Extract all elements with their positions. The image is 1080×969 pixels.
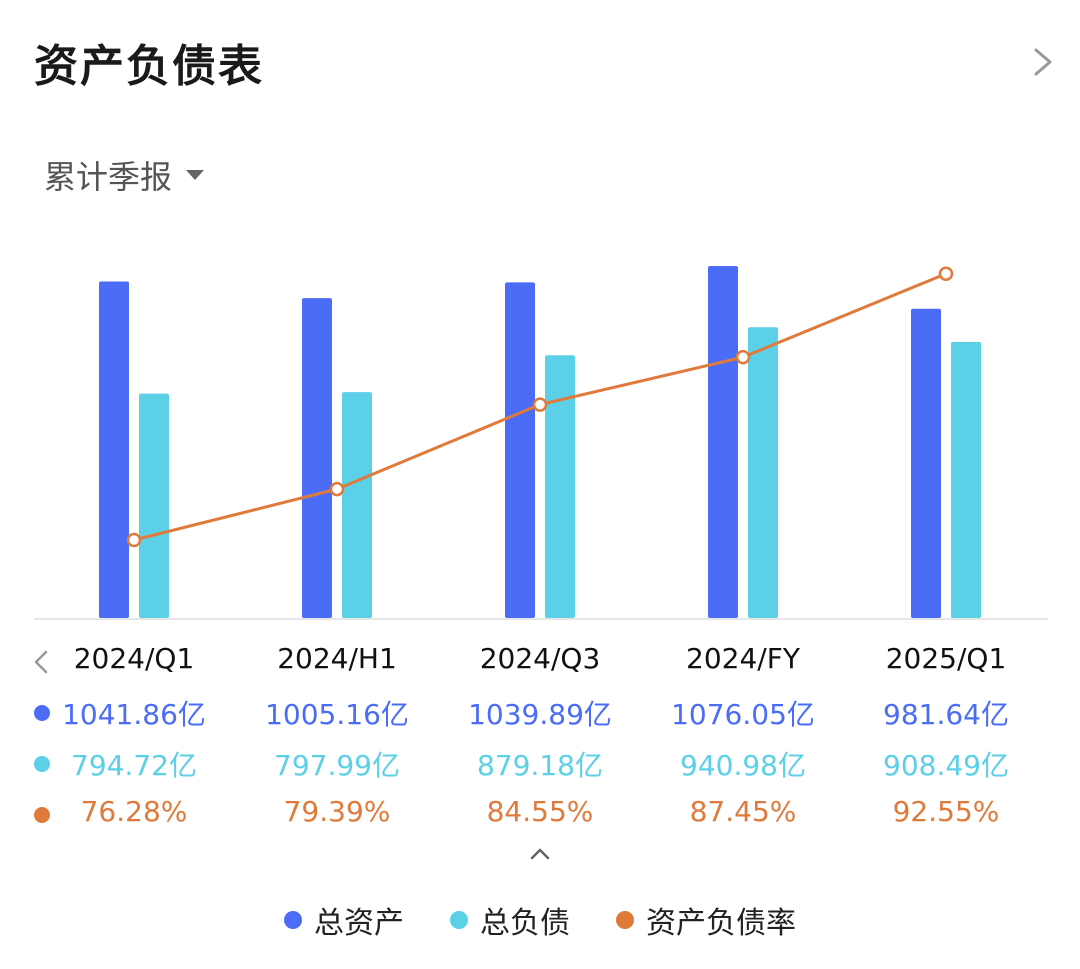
legend-dot [616, 911, 634, 929]
value-label: 84.55% [486, 795, 594, 828]
data-table: 2024/Q1 2024/H1 2024/Q3 2024/FY 2025/Q1 1041… [0, 636, 1080, 840]
value-label: 87.45% [689, 795, 797, 828]
value-label: 794.72亿 [71, 749, 197, 782]
series-dot [34, 705, 50, 721]
chevron-up-icon[interactable] [528, 842, 552, 866]
bar-total-liabilities [139, 393, 169, 618]
caret-down-icon [186, 170, 205, 180]
legend-label: 总资产 [314, 906, 404, 941]
bar-total-assets [708, 265, 738, 618]
bar-total-liabilities [748, 327, 778, 618]
total-assets-row: 1041.86亿 1005.16亿 1039.89亿 1076.05亿 981.64亿 [0, 687, 1080, 738]
period-label: 累计季报 [44, 158, 173, 196]
series-dot [34, 807, 50, 823]
series-dot [34, 756, 50, 772]
value-label: 79.39% [283, 795, 391, 828]
bar-total-liabilities [342, 392, 372, 618]
legend-dot [450, 911, 468, 929]
category-label: 2024/Q3 [479, 642, 601, 675]
chevron-right-icon[interactable] [1024, 44, 1060, 80]
value-label: 797.99亿 [274, 749, 400, 782]
value-label: 1005.16亿 [265, 698, 409, 731]
chart [34, 265, 1048, 620]
bar-total-assets [505, 282, 535, 618]
legend-item[interactable]: 总资产 [284, 898, 404, 942]
value-label: 92.55% [892, 795, 1000, 828]
legend-item[interactable]: 资产负债率 [616, 898, 796, 942]
bar-total-assets [99, 281, 129, 618]
bar-total-assets [911, 308, 941, 618]
legend-label: 总负债 [480, 906, 570, 941]
bar-total-assets [302, 298, 332, 618]
value-label: 1076.05亿 [671, 698, 815, 731]
legend: 总资产 总负债 资产负债率 [0, 898, 1080, 942]
chevron-left-icon[interactable] [30, 648, 52, 676]
category-label: 2025/Q1 [885, 642, 1007, 675]
ratio-point [532, 397, 548, 412]
value-label: 908.49亿 [883, 749, 1009, 782]
legend-dot [284, 911, 302, 929]
value-label: 879.18亿 [477, 749, 603, 782]
ratio-point [329, 481, 345, 497]
value-label: 1039.89亿 [468, 698, 612, 731]
value-label: 1041.86亿 [62, 698, 206, 731]
value-label: 940.98亿 [680, 749, 806, 782]
ratio-point [735, 349, 751, 365]
bar-total-liabilities [545, 355, 575, 618]
legend-label: 资产负债率 [646, 906, 796, 941]
period-dropdown[interactable]: 累计季报 [44, 152, 206, 198]
category-label: 2024/H1 [277, 642, 397, 675]
page-title: 资产负债表 [34, 41, 264, 92]
category-label: 2024/FY [686, 642, 800, 675]
ratio-row: 76.28% 79.39% 84.55% 87.45% 92.55% [0, 789, 1080, 840]
category-row: 2024/Q1 2024/H1 2024/Q3 2024/FY 2025/Q1 [0, 636, 1080, 687]
ratio-point [126, 532, 142, 548]
value-label: 981.64亿 [883, 698, 1009, 731]
total-liabilities-row: 794.72亿 797.99亿 879.18亿 940.98亿 908.49亿 [0, 738, 1080, 789]
legend-item[interactable]: 总负债 [450, 898, 570, 942]
ratio-point [938, 266, 954, 281]
category-label: 2024/Q1 [73, 642, 195, 675]
bar-total-liabilities [951, 341, 981, 618]
value-label: 76.28% [80, 795, 188, 828]
